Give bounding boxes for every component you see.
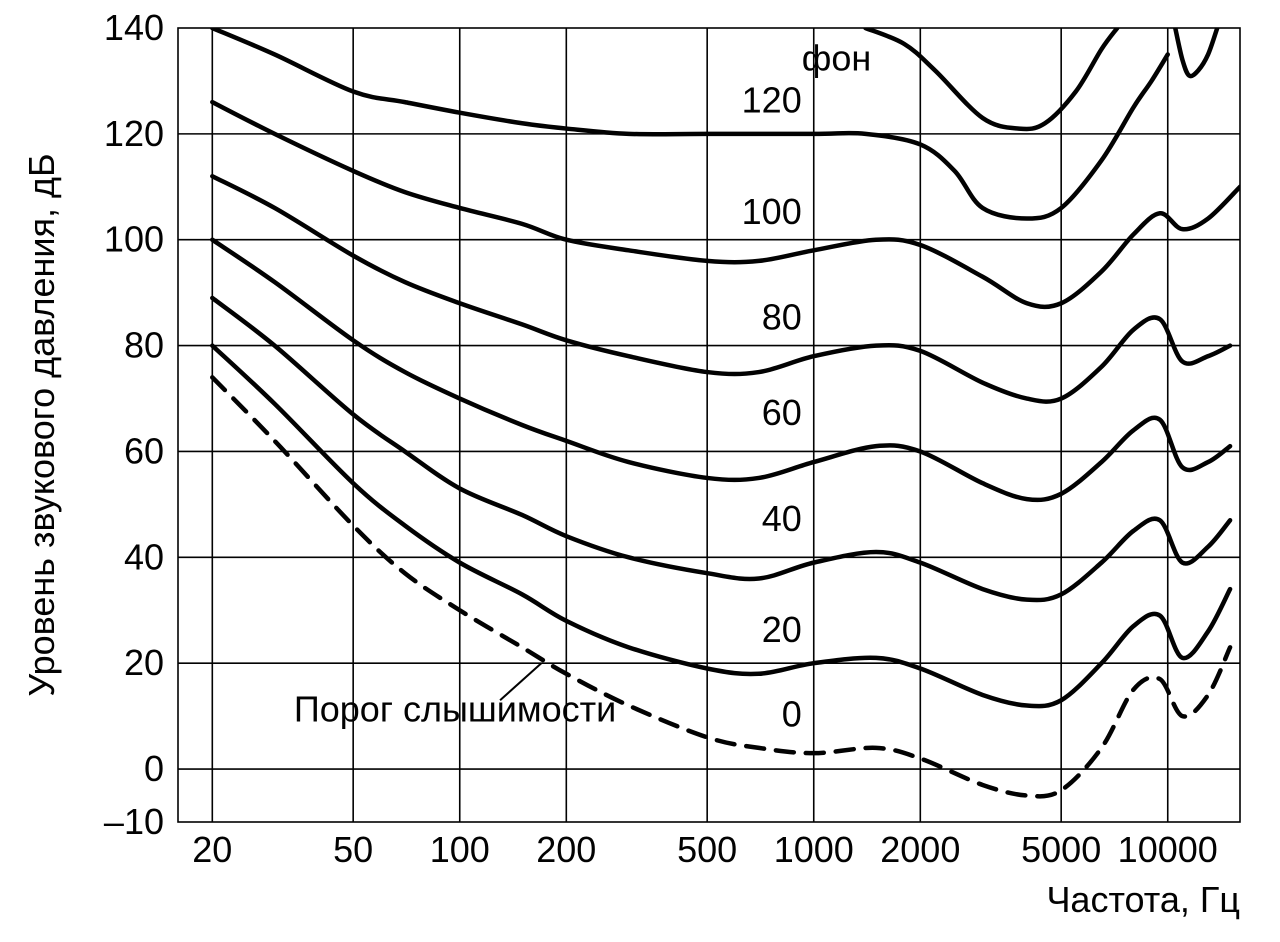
curve-label: 120 (742, 80, 802, 121)
x-axis-label: Частота, Гц (1046, 879, 1240, 920)
x-tick-label: 50 (333, 829, 373, 870)
x-tick-label: 5000 (1021, 829, 1101, 870)
equal-loudness-chart: фон120100806040200 205010020050010002000… (0, 0, 1280, 942)
y-tick-label: 100 (104, 219, 164, 260)
x-tick-label: 10000 (1118, 829, 1218, 870)
curve-label: фон (802, 37, 872, 78)
threshold-label: Порог слышимости (294, 688, 616, 729)
y-tick-label: –10 (104, 801, 164, 842)
y-tick-label: 140 (104, 7, 164, 48)
y-tick-label: 80 (124, 325, 164, 366)
curve-label: 80 (762, 297, 802, 338)
x-tick-label: 100 (430, 829, 490, 870)
curve-label: 100 (742, 191, 802, 232)
y-tick-label: 120 (104, 113, 164, 154)
y-tick-label: 20 (124, 642, 164, 683)
x-tick-label: 2000 (880, 829, 960, 870)
curve-label: 60 (762, 392, 802, 433)
curve-label: 0 (782, 694, 802, 735)
y-tick-label: 60 (124, 430, 164, 471)
x-tick-label: 20 (192, 829, 232, 870)
y-tick-label: 0 (144, 748, 164, 789)
curve-label: 40 (762, 498, 802, 539)
x-tick-label: 500 (677, 829, 737, 870)
curve-label: 20 (762, 609, 802, 650)
y-tick-label: 40 (124, 536, 164, 577)
y-axis-label: Уровень звукового давления, дБ (21, 153, 62, 696)
x-tick-label: 200 (536, 829, 596, 870)
x-tick-label: 1000 (774, 829, 854, 870)
